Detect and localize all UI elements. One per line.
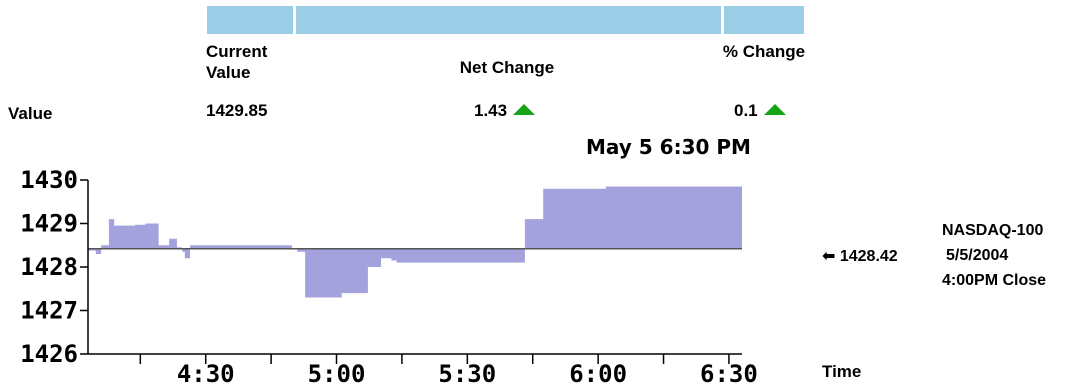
y-tick-label: 1428 <box>20 253 78 281</box>
y-tick-label: 1426 <box>20 340 78 368</box>
x-tick-label: 6:30 <box>700 360 758 385</box>
pct-change-header: % Change <box>722 42 806 61</box>
x-tick-label: 6:00 <box>569 360 627 385</box>
x-tick-label: 4:30 <box>177 360 235 385</box>
x-axis-title: Time <box>822 362 862 381</box>
reference-close-label: 4:00PM Close <box>942 272 1047 289</box>
row-label-value: Value <box>8 104 53 123</box>
reference-index-name: NASDAQ-100 <box>942 222 1044 239</box>
y-tick-label: 1427 <box>20 297 78 325</box>
current-value: 1429.85 <box>206 101 268 120</box>
header-bar-right <box>724 6 804 34</box>
reference-marker: ⬅ 1428.42 <box>822 245 898 267</box>
timestamp: May 5 6:30 PM <box>586 135 751 159</box>
reference-value: 1428.42 <box>839 248 898 265</box>
y-tick-label: 1429 <box>20 210 78 238</box>
left-arrow-icon: ⬅ <box>822 246 836 265</box>
header-bar-left <box>207 6 293 34</box>
price-area <box>88 186 742 298</box>
y-tick-label: 1430 <box>20 166 78 194</box>
header-bar-middle <box>296 6 721 34</box>
reference-date: 5/5/2004 <box>946 247 1009 264</box>
net-change-cell: 1.43 <box>474 100 536 121</box>
up-arrow-icon <box>763 104 786 116</box>
current-value-header: Current Value <box>206 42 268 82</box>
net-change-value: 1.43 <box>474 101 508 120</box>
x-tick-label: 5:00 <box>308 360 366 385</box>
up-arrow-icon <box>513 104 536 116</box>
net-change-header: Net Change <box>459 58 555 77</box>
x-tick-label: 5:30 <box>438 360 496 385</box>
pct-change-cell: 0.1 <box>734 100 786 121</box>
pct-change-value: 0.1 <box>734 101 758 120</box>
